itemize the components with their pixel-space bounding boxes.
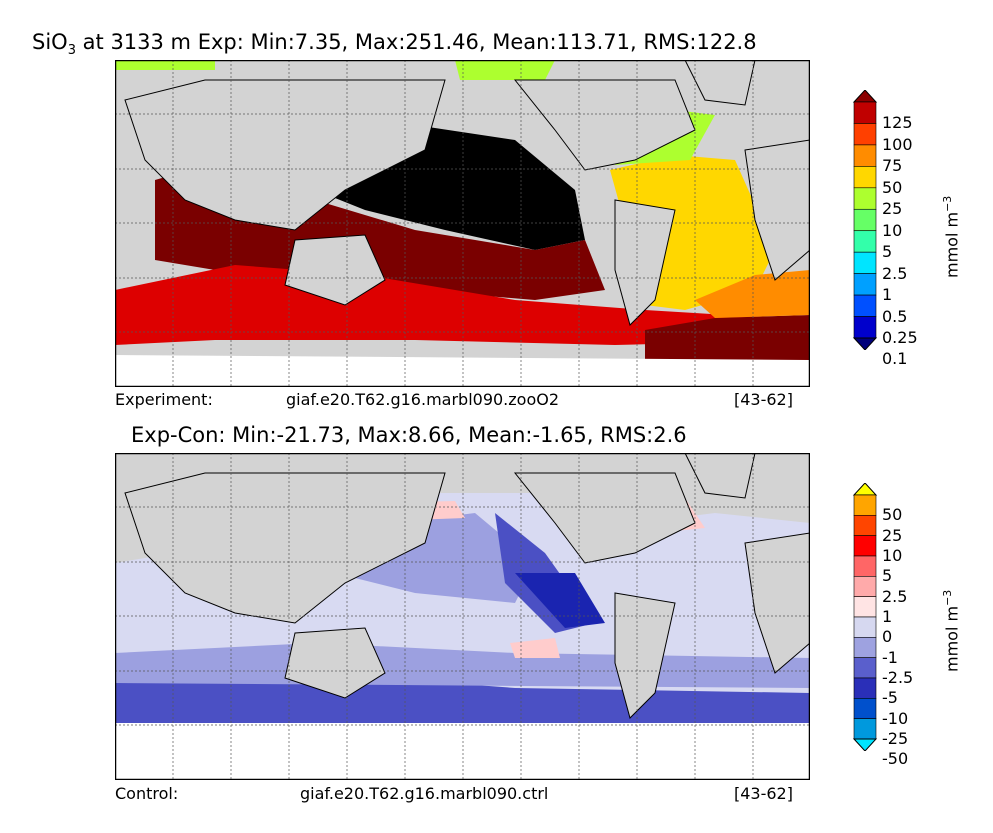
bottom-colorbar-tick-label: -10 [882, 708, 909, 728]
bottom-eq-pacific-darkblue [515, 573, 605, 628]
bottom-map [115, 453, 810, 780]
bottom-colorbar-band [853, 515, 877, 536]
top-land-asia [124, 79, 446, 231]
bottom-land-north-america [513, 472, 696, 564]
bottom-map-gridlines [115, 453, 810, 780]
bottom-colorbar-band [853, 576, 877, 597]
top-colorbar-band [853, 123, 877, 146]
bottom-colorbar-tick-label: -50 [882, 749, 909, 769]
bottom-colorbar-tick-label: 0 [882, 627, 893, 647]
top-colorbar-band [853, 144, 877, 167]
top-land-north-america [513, 79, 696, 171]
bottom-colorbar-unit: mmol m−3 [941, 590, 961, 672]
bottom-colorbar-band [853, 555, 877, 577]
top-title-rest: at 3133 m Exp: Min:7.35, Max:251.46, Mea… [75, 30, 757, 54]
bottom-colorbar-tick-label: 1 [882, 607, 893, 626]
bottom-colorbar-unit-exp: −3 [941, 589, 954, 606]
bottom-colorbar-tick-label: -1 [882, 647, 898, 667]
bottom-colorbar-extend-min [852, 738, 878, 751]
top-colorbar-band [853, 273, 877, 296]
bottom-colorbar-tick-label: 50 [882, 505, 903, 525]
bottom-colorbar-tick-label: 5 [882, 566, 893, 586]
top-colorbar-tick-label: 25 [882, 199, 903, 219]
bottom-colorbar-tick-label: 10 [882, 546, 903, 565]
bottom-colorbar-band [853, 657, 877, 679]
bottom-antarctic-white [115, 723, 810, 780]
bottom-colorbar [852, 483, 878, 751]
bottom-map-title: Exp-Con: Min:-21.73, Max:8.66, Mean:-1.6… [131, 423, 687, 447]
bottom-colorbar-band [853, 596, 877, 618]
top-colorbar-band [853, 166, 877, 189]
top-colorbar-tick-label: 100 [882, 134, 913, 154]
bottom-colorbar-band [853, 677, 877, 699]
top-colorbar-extend-max [852, 90, 878, 103]
top-colorbar-tick-label: 1 [882, 285, 893, 305]
bottom-colorbar-band [853, 535, 877, 557]
top-colorbar-unit-text: mmol m [942, 211, 962, 278]
bottom-caption-run: giaf.e20.T62.g16.marbl090.ctrl [300, 784, 549, 803]
bottom-land-asia [124, 472, 446, 624]
bottom-colorbar-band [853, 616, 877, 638]
top-land-australia [284, 234, 386, 306]
top-colorbar-unit: mmol m−3 [941, 196, 961, 278]
bottom-colorbar-band [853, 718, 877, 740]
top-south-atlantic-orange [695, 270, 810, 318]
top-colorbar-band [853, 294, 877, 317]
bottom-colorbar-tick-label: 25 [882, 525, 903, 545]
bottom-colorbar-extend-max [852, 483, 878, 496]
top-land-greenland [684, 60, 756, 106]
bottom-land-south-america [614, 592, 676, 719]
top-map-gridlines [115, 60, 810, 387]
top-colorbar [852, 90, 878, 350]
top-map [115, 60, 810, 387]
bottom-caption-years: [43-62] [734, 784, 793, 803]
bottom-colorbar-band [853, 494, 877, 516]
bottom-pink-patch-spac [510, 638, 560, 658]
top-colorbar-tick-label: 0.25 [882, 328, 918, 347]
top-map-title: SiO3 at 3133 m Exp: Min:7.35, Max:251.46… [32, 30, 757, 58]
top-colorbar-tick-label: 75 [882, 156, 903, 176]
top-colorbar-band [853, 251, 877, 274]
top-antarctic-white [115, 355, 810, 387]
top-title-prefix: SiO [32, 30, 68, 54]
top-colorbar-band [853, 187, 877, 210]
top-colorbar-band [853, 101, 877, 124]
bottom-land-greenland [684, 453, 756, 499]
bottom-colorbar-tick-label: -5 [882, 688, 898, 708]
top-colorbar-unit-exp: −3 [941, 195, 954, 212]
top-arctic-lime-2 [115, 60, 215, 70]
top-arctic-lime [455, 60, 555, 80]
bottom-caption-label: Control: [115, 784, 179, 803]
top-colorbar-tick-label: 2.5 [882, 263, 908, 283]
top-colorbar-tick-label: 10 [882, 220, 903, 240]
top-colorbar-extend-min [852, 337, 878, 350]
bottom-colorbar-unit-text: mmol m [942, 605, 962, 672]
bottom-colorbar-band [853, 637, 877, 658]
top-colorbar-tick-label: 0.1 [882, 349, 908, 369]
top-title-subscript: 3 [67, 43, 76, 59]
bottom-colorbar-band [853, 698, 877, 719]
top-caption-run: giaf.e20.T62.g16.marbl090.zooO2 [286, 390, 560, 409]
top-land-south-america [614, 199, 676, 326]
top-colorbar-band [853, 316, 877, 339]
top-colorbar-band [853, 208, 877, 232]
bottom-land-australia [284, 627, 386, 699]
bottom-colorbar-tick-label: -2.5 [882, 668, 914, 687]
top-colorbar-tick-label: 5 [882, 242, 893, 262]
top-colorbar-tick-label: 0.5 [882, 306, 908, 326]
bottom-colorbar-tick-label: 2.5 [882, 586, 908, 606]
top-colorbar-band [853, 230, 877, 253]
top-caption-years: [43-62] [734, 390, 793, 409]
top-colorbar-tick-label: 50 [882, 177, 903, 197]
top-colorbar-tick-label: 125 [882, 113, 913, 133]
bottom-colorbar-tick-label: -25 [882, 729, 909, 748]
top-caption-label: Experiment: [115, 390, 213, 409]
top-southern-darkred [645, 315, 810, 360]
